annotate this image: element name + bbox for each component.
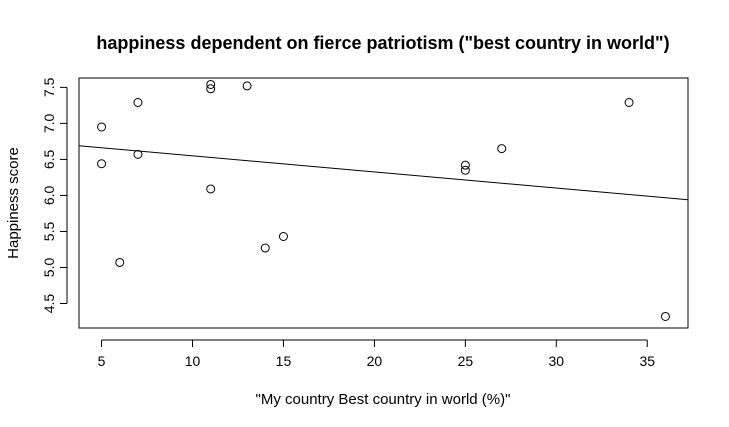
data-point xyxy=(206,184,216,194)
y-tick-label: 4.5 xyxy=(41,294,57,314)
data-point xyxy=(278,232,288,242)
chart-title: happiness dependent on fierce patriotism… xyxy=(96,33,669,53)
x-axis-label: "My country Best country in world (%)" xyxy=(256,391,511,408)
y-tick-label: 6.0 xyxy=(41,185,57,205)
x-axis: 5 10 15 20 25 30 35 xyxy=(98,339,655,369)
plot-frame xyxy=(78,77,689,329)
y-tick-label: 5.0 xyxy=(41,258,57,278)
data-point xyxy=(660,311,670,321)
data-point xyxy=(242,81,252,91)
y-tick-label: 6.5 xyxy=(41,149,57,169)
x-tick-label: 10 xyxy=(185,353,201,369)
data-point xyxy=(260,243,270,253)
data-point xyxy=(97,159,107,169)
data-point xyxy=(133,97,143,107)
x-tick-label: 30 xyxy=(549,353,565,369)
x-tick-label: 15 xyxy=(276,353,292,369)
y-tick-label: 7.0 xyxy=(41,113,57,133)
data-point xyxy=(497,144,507,154)
data-point xyxy=(460,165,470,175)
data-point xyxy=(624,97,634,107)
data-point xyxy=(460,160,470,170)
data-point xyxy=(97,122,107,132)
y-tick-label: 5.5 xyxy=(41,222,57,242)
y-tick-label: 7.5 xyxy=(41,77,57,97)
data-point xyxy=(133,149,143,159)
x-tick-label: 25 xyxy=(458,353,474,369)
data-points xyxy=(97,79,670,321)
data-point xyxy=(115,257,125,267)
x-tick-label: 20 xyxy=(367,353,383,369)
y-axis: 4.5 5.0 5.5 6.0 6.5 7.0 7.5 xyxy=(41,77,68,314)
x-tick-label: 35 xyxy=(639,353,655,369)
regression-line-group xyxy=(78,145,689,201)
data-point xyxy=(206,79,216,89)
regression-line xyxy=(78,145,689,201)
data-point xyxy=(206,84,216,94)
y-axis-label: Happiness score xyxy=(5,147,22,259)
x-tick-label: 5 xyxy=(98,353,106,369)
